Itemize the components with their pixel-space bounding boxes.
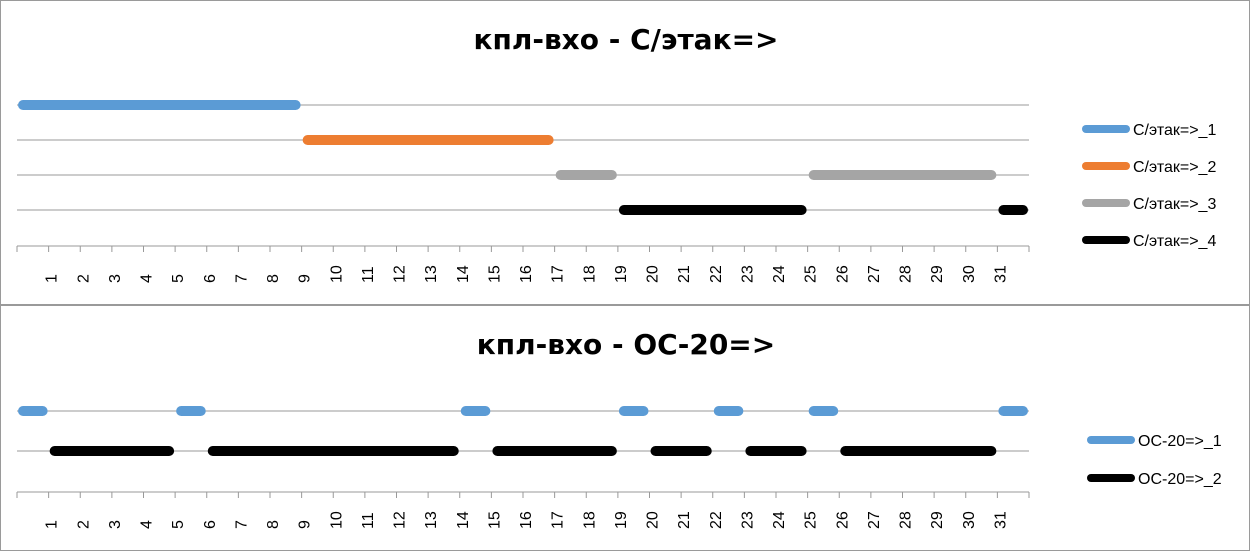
x-tick-label: 26	[834, 511, 851, 529]
x-tick-label: 19	[613, 265, 630, 283]
x-tick-label: 22	[708, 265, 725, 283]
x-tick-label: 8	[265, 274, 282, 283]
chart-panel-2: кпл-вхо - ОС-20=> 1 2 3 4 5 6 7 8 9 10 11 12 13 14 15 1…	[0, 305, 1250, 551]
x-tick-label: 14	[455, 265, 472, 283]
x-tick-label: 29	[929, 511, 946, 529]
legend-label: С/этак=>_1	[1133, 122, 1216, 139]
x-tick-label: 24	[771, 511, 788, 529]
x-tick-label: 31	[992, 265, 1009, 283]
x-tick-label: 9	[297, 520, 314, 529]
x-tick-label: 30	[961, 265, 978, 283]
x-tick-label: 23	[739, 265, 756, 283]
x-tick-label: 6	[202, 274, 219, 283]
x-tick-label: 15	[486, 511, 503, 529]
x-tick-label: 1	[44, 520, 61, 529]
x-tick-label: 2	[75, 274, 92, 283]
x-tick-label: 31	[992, 511, 1009, 529]
chart-svg-1: 1 2 3 4 5 6 7 8 9 10 11 12 13 14 15 16 17 18 19 20 21 22 23 24 2…	[16, 100, 1216, 283]
x-tick-label: 21	[676, 265, 693, 283]
x-tick-label: 8	[265, 520, 282, 529]
x-tick-label: 4	[139, 520, 156, 529]
x-tick-label: 12	[392, 265, 409, 283]
x-tick-label: 19	[613, 511, 630, 529]
x-tick-label: 3	[107, 274, 124, 283]
x-tick-label: 11	[360, 266, 377, 283]
chart-title-2: кпл-вхо - ОС-20=>	[476, 328, 776, 361]
x-tick-label: 13	[423, 511, 440, 529]
x-tick-label: 14	[455, 511, 472, 529]
legend-label: С/этак=>_2	[1133, 159, 1216, 176]
x-tick-label: 13	[423, 265, 440, 283]
legend-label: ОС-20=>_1	[1138, 433, 1222, 450]
x-tick-label: 23	[739, 511, 756, 529]
x-tick-label: 11	[360, 512, 377, 529]
x-tick-label: 20	[645, 511, 662, 529]
legend-label: ОС-20=>_2	[1138, 471, 1222, 488]
x-tick-label: 5	[170, 520, 187, 529]
x-tick-label: 27	[866, 265, 883, 283]
x-tick-label: 9	[297, 274, 314, 283]
legend-label: С/этак=>_4	[1133, 233, 1216, 250]
x-tick-label: 12	[392, 511, 409, 529]
x-tick-label: 7	[233, 520, 250, 529]
x-tick-label: 18	[581, 265, 598, 283]
x-tick-label: 1	[44, 274, 61, 283]
x-tick-label: 30	[961, 511, 978, 529]
x-tick-label: 6	[202, 520, 219, 529]
x-tick-label: 16	[518, 511, 535, 529]
x-tick-label: 24	[771, 265, 788, 283]
x-tick-label: 27	[866, 511, 883, 529]
x-tick-label: 10	[328, 265, 345, 283]
x-tick-label: 28	[898, 265, 915, 283]
legend-label: С/этак=>_3	[1133, 196, 1216, 213]
x-tick-label: 16	[518, 265, 535, 283]
x-tick-label: 26	[834, 265, 851, 283]
x-tick-label: 5	[170, 274, 187, 283]
chart-svg-2: 1 2 3 4 5 6 7 8 9 10 11 12 13 14 15 16 17 18 19 20 21 22 23 24 2…	[16, 406, 1222, 529]
x-tick-label: 10	[328, 511, 345, 529]
chart-panel-1: кпл-вхо - С/этак=> 1 2 3 4 5 6 7 8 9 10 11 12 13 14 15…	[0, 0, 1250, 305]
x-tick-label: 20	[645, 265, 662, 283]
x-tick-label: 28	[898, 511, 915, 529]
x-tick-label: 21	[676, 511, 693, 529]
x-tick-label: 17	[550, 265, 567, 283]
chart-title-1: кпл-вхо - С/этак=>	[473, 23, 779, 56]
x-tick-label: 25	[803, 511, 820, 529]
x-tick-label: 22	[708, 511, 725, 529]
x-tick-label: 2	[75, 520, 92, 529]
x-tick-label: 29	[929, 265, 946, 283]
x-tick-label: 15	[486, 265, 503, 283]
x-tick-label: 7	[233, 274, 250, 283]
x-tick-label: 25	[803, 265, 820, 283]
x-tick-label: 4	[139, 274, 156, 283]
x-tick-label: 17	[550, 511, 567, 529]
x-tick-label: 18	[581, 511, 598, 529]
x-tick-label: 3	[107, 520, 124, 529]
